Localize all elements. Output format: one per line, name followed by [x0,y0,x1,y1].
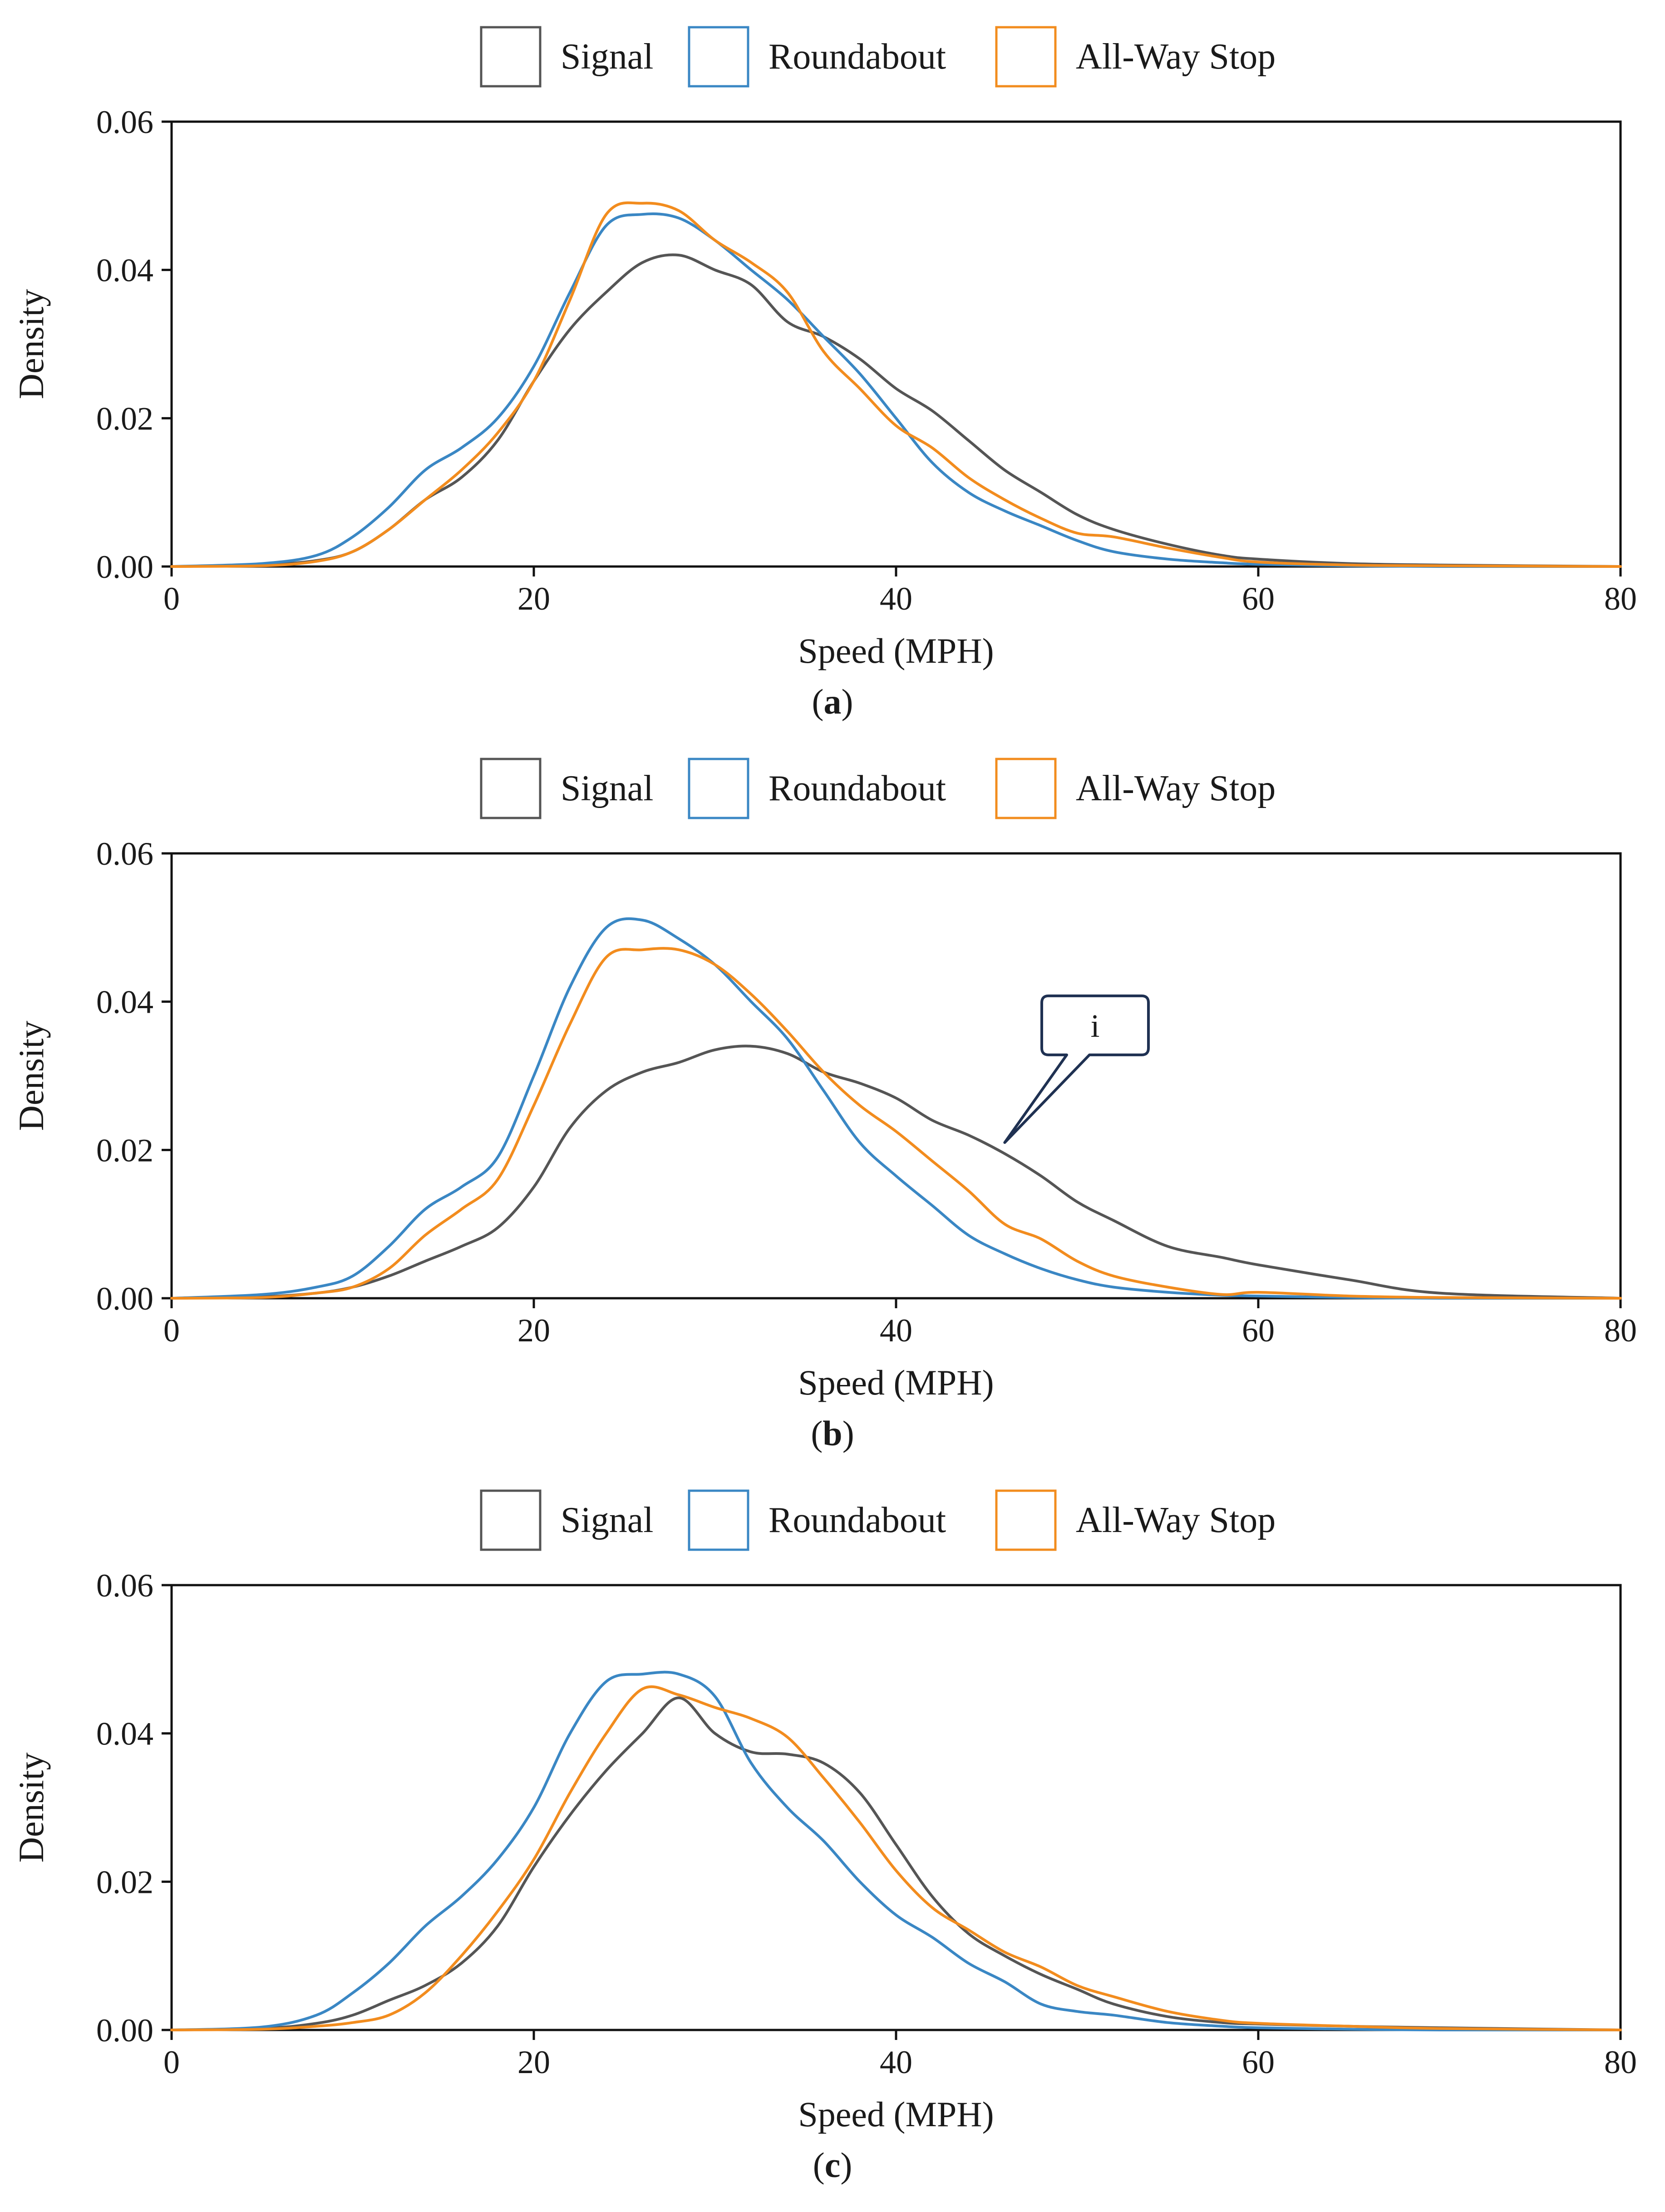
legend-swatch-all-way-stop [995,26,1057,88]
y-tick-label: 0.00 [96,1281,153,1317]
series-line-all-way-stop [170,947,1622,1300]
legend-label: Roundabout [768,37,946,77]
y-tick-label: 0.06 [96,1567,153,1604]
legend-label: All-Way Stop [1076,769,1276,808]
y-axis: 0.00 0.02 0.04 0.06 [96,836,172,1317]
x-tick-label: 40 [880,2044,912,2080]
callout-label: i [1090,1008,1099,1044]
y-tick-label: 0.04 [96,984,153,1020]
legend-label: Signal [561,1500,653,1540]
plot-frame [170,120,1622,568]
y-tick-label: 0.02 [96,400,153,437]
x-tick-label: 80 [1604,2044,1637,2080]
x-tick-label: 0 [163,581,180,617]
series-line-signal [170,1696,1622,2031]
legend-swatch-roundabout [688,26,749,88]
y-tick-label: 0.06 [96,104,153,140]
panel-caption: (c) [813,2145,852,2185]
series-line-signal [170,1044,1622,1300]
x-axis-title: Speed (MPH) [798,2094,994,2134]
legend-swatch-signal [480,758,542,819]
x-tick-label: 20 [517,581,550,617]
x-axis-title: Speed (MPH) [798,1363,994,1402]
panel-caption: (a) [812,682,853,721]
legend: Signal Roundabout All-Way Stop [480,26,1276,88]
y-axis-title: Density [11,1753,51,1863]
y-tick-label: 0.06 [96,836,153,872]
x-tick-label: 0 [163,2044,180,2080]
x-tick-label: 60 [1242,581,1275,617]
x-axis: 0 20 40 60 80 [163,2030,1637,2080]
x-tick-label: 40 [880,1312,912,1349]
legend-swatch-all-way-stop [995,758,1057,819]
legend: Signal Roundabout All-Way Stop [480,758,1276,819]
x-tick-label: 20 [517,1312,550,1349]
legend-swatch-signal [480,26,542,88]
x-tick-label: 20 [517,2044,550,2080]
chart-panel-c: Signal Roundabout All-Way Stop 0 20 40 60 80 0.0… [11,1489,1637,2185]
x-axis: 0 20 40 60 80 [163,567,1637,617]
series-group [170,917,1622,1300]
y-tick-label: 0.04 [96,1716,153,1752]
series-group [170,1670,1622,2031]
x-tick-label: 80 [1604,1312,1637,1349]
panel-caption: (b) [811,1414,854,1453]
y-axis-title: Density [11,289,51,399]
legend-swatch-signal [480,1489,542,1551]
y-tick-label: 0.02 [96,1132,153,1168]
series-line-roundabout [170,1670,1622,2031]
x-tick-label: 0 [163,1312,180,1349]
series-line-signal [170,253,1622,568]
y-tick-label: 0.00 [96,2012,153,2049]
callout-bubble [1003,994,1150,1144]
legend-label: Roundabout [768,769,946,808]
legend-label: All-Way Stop [1076,37,1276,77]
x-tick-label: 60 [1242,1312,1275,1349]
panel-caption-letter: c [825,2145,841,2185]
legend-label: Signal [561,769,653,808]
panel-caption-letter: a [824,682,842,721]
panel-caption-letter: b [823,1414,842,1453]
x-tick-label: 80 [1604,581,1637,617]
series-line-roundabout [170,917,1622,1300]
legend-swatch-roundabout [688,758,749,819]
y-axis-title: Density [11,1021,51,1131]
x-axis-title: Speed (MPH) [798,631,994,670]
series-line-all-way-stop [170,1685,1622,2031]
x-tick-label: 60 [1242,2044,1275,2080]
chart-panel-b: Signal Roundabout All-Way Stop 0 20 40 60 80 0.0… [11,758,1637,1453]
chart-panel-a: Signal Roundabout All-Way Stop 0 20 40 60 80 0.0… [11,26,1637,721]
plot-frame [170,852,1622,1300]
legend-label: Signal [561,37,653,77]
series-group [170,201,1622,568]
y-axis: 0.00 0.02 0.04 0.06 [96,104,172,585]
legend-swatch-roundabout [688,1489,749,1551]
legend: Signal Roundabout All-Way Stop [480,1489,1276,1551]
callout: i [1003,994,1150,1144]
legend-swatch-all-way-stop [995,1489,1057,1551]
y-tick-label: 0.04 [96,252,153,289]
y-tick-label: 0.02 [96,1864,153,1900]
legend-label: All-Way Stop [1076,1500,1276,1540]
legend-label: Roundabout [768,1500,946,1540]
x-tick-label: 40 [880,581,912,617]
y-tick-label: 0.00 [96,549,153,585]
series-line-all-way-stop [170,201,1622,568]
y-axis: 0.00 0.02 0.04 0.06 [96,1567,172,2049]
x-axis: 0 20 40 60 80 [163,1298,1637,1349]
series-line-roundabout [170,212,1622,568]
